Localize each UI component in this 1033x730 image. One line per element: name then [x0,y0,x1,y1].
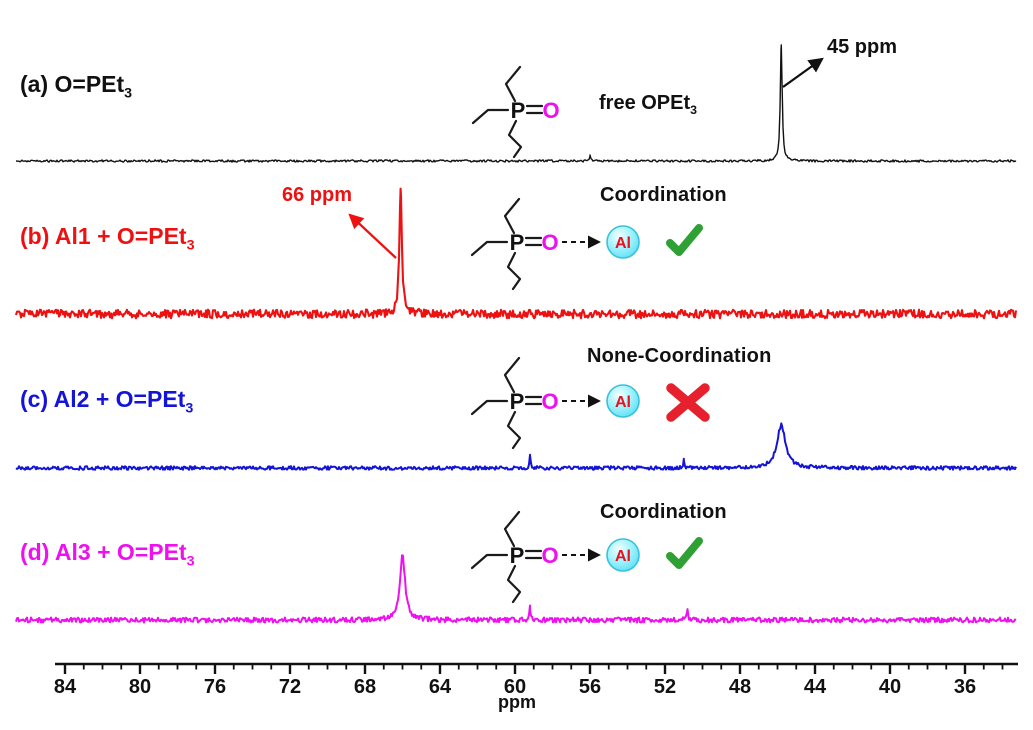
cross-icon [671,388,705,417]
phosphorus-atom-label: P [511,98,526,123]
spectra-traces [14,44,1018,624]
panel-c-label-text: (c) Al2 + O=PEt [20,386,186,412]
phosphorus-atom-label: P [510,543,525,568]
spectrum-trace-b [14,187,1018,320]
oxygen-atom-label: O [541,389,558,414]
aluminum-label: Al [615,394,631,411]
spectrum-trace-d [15,554,1017,624]
spectrum-trace-c [15,422,1017,471]
oxygen-atom-label: O [542,98,559,123]
molecule-opet3-b: P O Al [470,197,640,291]
peak-arrow-66ppm [348,213,397,259]
panel-b-label-sub: 3 [186,237,195,254]
x-axis-tick-label: 40 [878,676,902,698]
panel-b-label-text: (b) Al1 + O=PEt [20,223,187,249]
panel-c-label-sub: 3 [185,400,194,417]
panel-c-label: (c) Al2 + O=PEt3 [20,387,193,417]
spectrum-trace-a [15,44,1017,163]
molecule-opet3-a: P O [471,65,560,159]
x-axis-tick-label: 44 [803,676,827,698]
check-icon [670,228,699,252]
check-icon [670,541,699,565]
molecule-opet3-c: P O Al [470,356,640,450]
x-axis-unit-label: ppm [498,692,536,712]
panel-d-label-sub: 3 [186,553,195,570]
x-axis-tick-label: 48 [728,676,752,698]
callout-45ppm: 45 ppm [827,36,898,58]
al-circle [606,538,640,572]
x-axis-tick-label: 80 [128,676,152,698]
x-axis-tick-label: 60 [503,676,527,698]
x-axis-tick-label: 56 [578,676,602,698]
x-axis-tick-label: 52 [653,676,677,698]
panel-d-label-text: (d) Al3 + O=PEt [20,539,187,565]
panel-a-label-text: (a) O=PEt [20,71,125,97]
panel-b-label: (b) Al1 + O=PEt3 [20,224,195,254]
al-circle [606,384,640,418]
al-circle [606,225,640,259]
status-coordination-d: Coordination [600,501,727,523]
molecule-opet3-d: P O Al [470,510,640,604]
x-axis-tick-label: 64 [428,676,452,698]
aluminum-label: Al [615,548,631,565]
phosphorus-atom-label: P [510,389,525,414]
panel-d-label: (d) Al3 + O=PEt3 [20,540,195,570]
x-axis-tick-label: 72 [278,676,302,698]
panel-a-label: (a) O=PEt3 [20,72,132,102]
panel-a-label-sub: 3 [124,85,133,102]
x-axis-tick-label: 84 [53,676,77,698]
x-axis-tick-label: 68 [353,676,377,698]
aluminum-label: Al [615,235,631,252]
x-axis [55,662,1018,674]
peak-arrow-45ppm [782,57,824,88]
phosphorus-atom-label: P [510,230,525,255]
status-none-coordination-c: None-Coordination [587,345,772,367]
oxygen-atom-label: O [541,230,558,255]
x-axis-tick-label: 76 [203,676,227,698]
oxygen-atom-label: O [541,543,558,568]
callout-66ppm: 66 ppm [282,184,353,206]
free-opet3-text: free OPEt [599,92,691,114]
x-axis-tick-label: 36 [953,676,977,698]
free-opet3-label: free OPEt3 [599,93,697,117]
free-opet3-sub: 3 [690,103,698,117]
status-coordination-b: Coordination [600,184,727,206]
